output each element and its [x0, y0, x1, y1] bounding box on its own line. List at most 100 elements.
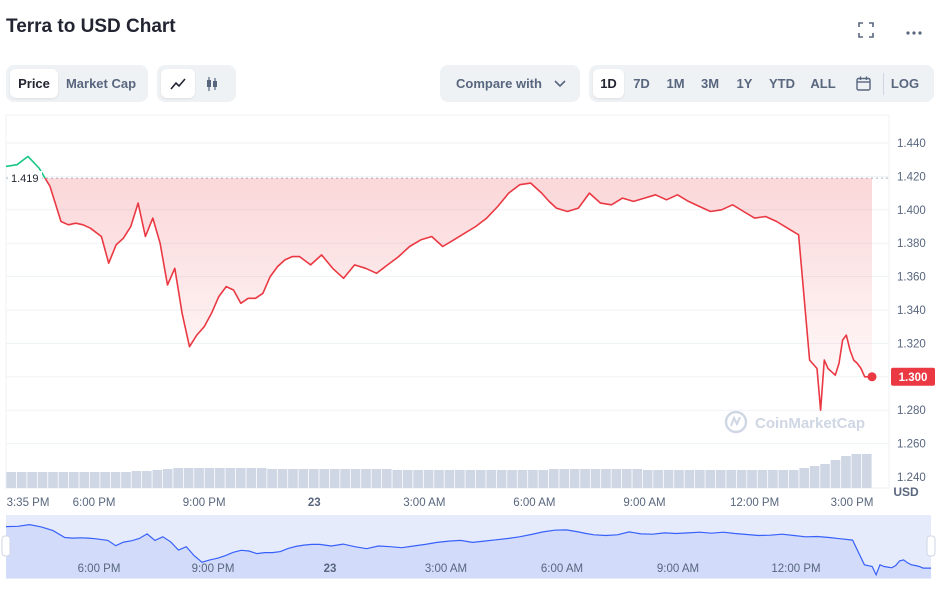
volume-bar [225, 468, 236, 488]
range-1d[interactable]: 1D [593, 69, 624, 98]
volume-bar [267, 469, 277, 488]
x-tick-label: 9:00 PM [183, 497, 226, 509]
volume-bar [6, 472, 17, 488]
price-line-up [5, 155, 46, 179]
open-price-label-box [8, 171, 42, 186]
volume-bars [6, 454, 872, 488]
volume-bar [611, 469, 622, 488]
x-axis: 3:35 PM 6:00 PM 9:00 PM 23 3:00 AM 6:00 AM 9:0… [7, 497, 874, 509]
volume-bar [736, 470, 747, 488]
volume-bar [820, 464, 830, 488]
log-scale-button[interactable]: LOG [890, 76, 920, 91]
navigator: 6:00 PM 9:00 PM 23 3:00 AM 6:00 AM 9:00 AM 12:… [1, 515, 936, 579]
range-1m[interactable]: 1M [666, 76, 685, 91]
candlestick-button[interactable] [195, 69, 229, 98]
fullscreen-icon[interactable] [858, 22, 874, 38]
y-tick-label: 1.320 [897, 338, 926, 350]
y-axis: 1.240 1.260 1.280 1.300 1.320 1.340 1.360 1.380… [897, 138, 926, 484]
y-tick-label: 1.400 [897, 205, 926, 217]
navigator-handle-right[interactable] [926, 535, 936, 557]
tab-market-cap[interactable]: Market Cap [65, 76, 137, 91]
volume-bar [58, 472, 69, 488]
price-area [6, 178, 872, 411]
volume-bar [215, 468, 225, 488]
range-1y[interactable]: 1Y [736, 76, 753, 91]
volume-bar [16, 472, 27, 488]
chart-style-toggle [157, 65, 236, 102]
range-all[interactable]: ALL [810, 76, 836, 91]
navigator-label: 3:00 AM [425, 563, 467, 575]
volume-bar [183, 468, 194, 488]
tab-price[interactable]: Price [10, 69, 58, 98]
currency-label: USD [893, 485, 919, 499]
watermark: CoinMarketCap [724, 410, 865, 434]
volume-bar [663, 470, 674, 488]
price-series [5, 155, 872, 411]
volume-bar [590, 469, 601, 488]
compare-with-dropdown[interactable]: Compare with [440, 65, 580, 102]
navigator-background [6, 515, 931, 579]
navigator-label: 9:00 PM [192, 563, 235, 575]
grid [6, 142, 889, 445]
calendar-icon [855, 76, 871, 91]
y-tick-label: 1.240 [897, 472, 926, 484]
volume-bar [246, 468, 257, 488]
navigator-label: 9:00 AM [657, 563, 699, 575]
range-ytd[interactable]: YTD [769, 76, 795, 91]
volume-bar [89, 472, 100, 488]
y-tick-label: 1.340 [897, 305, 926, 317]
volume-bar [444, 470, 455, 488]
volume-bar [705, 470, 716, 488]
navigator-labels: 6:00 PM 9:00 PM 23 3:00 AM 6:00 AM 9:00 AM 12:… [78, 563, 821, 575]
line-chart-button[interactable] [161, 69, 195, 98]
volume-bar [475, 470, 486, 488]
volume-bar [632, 469, 643, 488]
volume-bar [851, 454, 862, 488]
volume-bar [601, 469, 611, 488]
volume-bar [277, 469, 288, 488]
volume-bar [256, 468, 267, 488]
y-tick-label: 1.260 [897, 439, 926, 451]
volume-bar [747, 470, 757, 488]
volume-bar [371, 469, 382, 488]
x-tick-label: 23 [308, 497, 321, 509]
volume-bar [48, 472, 58, 488]
chart-title: Terra to USD Chart [6, 16, 176, 37]
volume-bar [100, 472, 110, 488]
y-tick-label: 1.420 [897, 171, 926, 183]
volume-bar [152, 470, 163, 488]
volume-bar [173, 468, 183, 488]
volume-bar [423, 470, 434, 488]
candlestick-icon [207, 76, 217, 91]
x-tick-label: 3:35 PM [7, 497, 50, 509]
volume-bar [37, 472, 48, 488]
more-options-icon[interactable] [905, 22, 923, 38]
range-3m[interactable]: 3M [700, 76, 720, 91]
volume-bar [642, 470, 653, 488]
y-tick-label: 1.440 [897, 138, 926, 150]
price-line-down [44, 178, 872, 411]
line-chart-icon [170, 77, 186, 90]
volume-bar [569, 469, 580, 488]
volume-bar [809, 466, 820, 488]
volume-bar [684, 470, 695, 488]
current-price-tag-text: 1.300 [899, 372, 928, 384]
volume-bar [861, 454, 872, 488]
navigator-label: 12:00 PM [771, 563, 820, 575]
navigator-handle-left[interactable] [1, 535, 11, 557]
calendar-button[interactable] [843, 69, 883, 98]
volume-bar [308, 469, 319, 488]
volume-bar [298, 469, 309, 488]
navigator-series [5, 523, 931, 578]
range-7d[interactable]: 7D [633, 76, 650, 91]
navigator-label: 6:00 PM [78, 563, 121, 575]
x-tick-label: 3:00 AM [403, 497, 445, 509]
volume-bar [361, 469, 371, 488]
volume-bar [778, 470, 789, 488]
volume-bar [194, 468, 204, 488]
volume-bar [69, 472, 79, 488]
volume-bar [235, 468, 246, 488]
x-tick-label: 3:00 PM [831, 497, 874, 509]
volume-bar [715, 470, 726, 488]
volume-bar [559, 469, 570, 488]
